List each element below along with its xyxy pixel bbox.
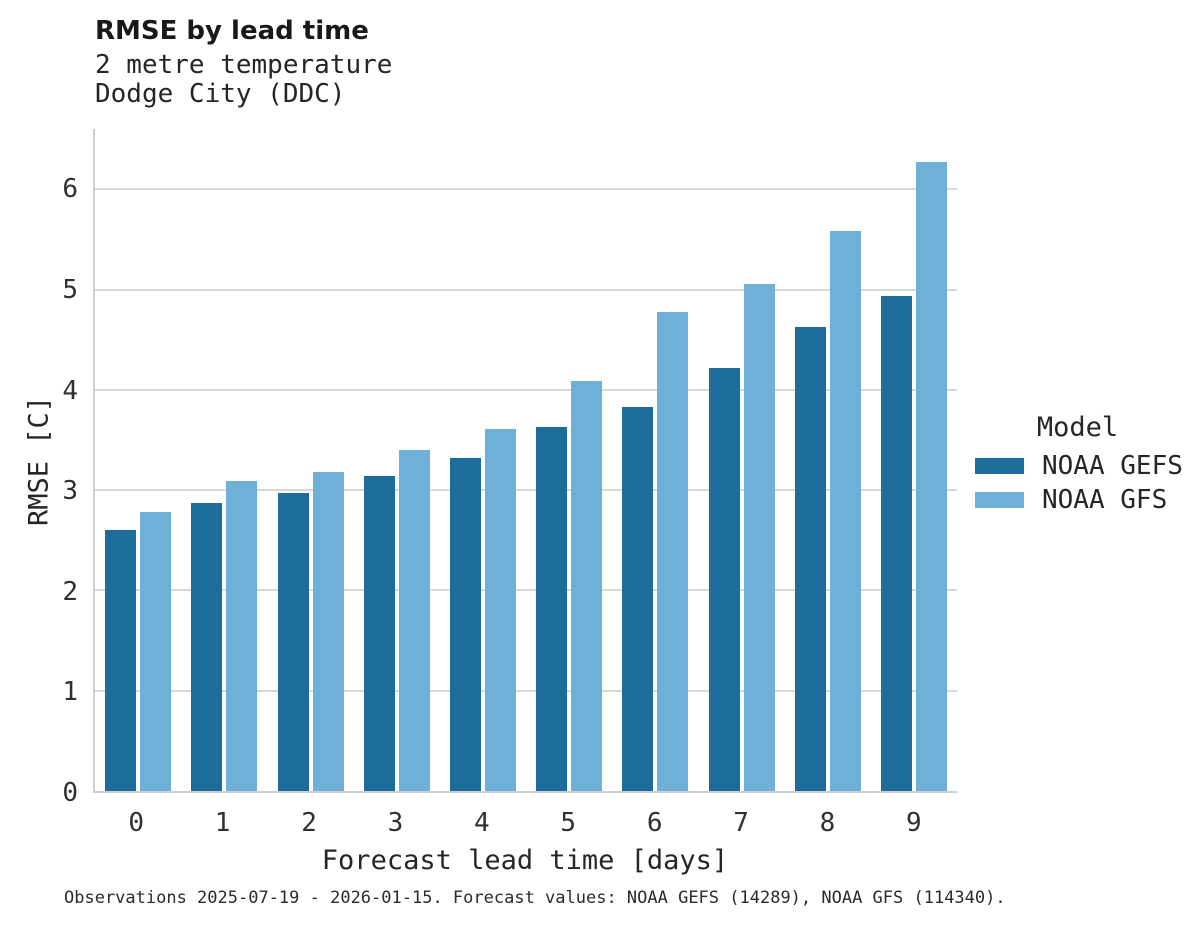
legend-label-noaa-gefs: NOAA GEFS — [1042, 450, 1183, 481]
bar-group-lead-0 — [95, 129, 181, 791]
legend-swatch-noaa-gfs — [975, 491, 1024, 508]
legend-item-noaa-gfs: NOAA GFS — [975, 485, 1180, 515]
gridline-y-6 — [95, 188, 957, 191]
bar-noaa-gfs-lead-4 — [484, 428, 516, 791]
bar-noaa-gfs-lead-5 — [571, 380, 603, 791]
x-tick-label-6: 6 — [646, 808, 663, 838]
bar-noaa-gefs-lead-2 — [277, 493, 309, 791]
y-tick-label-0: 0 — [62, 778, 78, 808]
y-tick-label-3: 3 — [62, 476, 78, 507]
gridlines-layer — [95, 129, 957, 791]
legend-rows: NOAA GEFS NOAA GFS — [975, 451, 1183, 515]
bar-group-lead-8 — [785, 129, 871, 791]
y-tick-label-4: 4 — [62, 375, 78, 406]
bar-noaa-gefs-lead-8 — [794, 326, 826, 791]
bar-noaa-gfs-lead-6 — [657, 311, 689, 791]
bar-noaa-gefs-lead-3 — [363, 476, 395, 791]
bar-noaa-gefs-lead-6 — [622, 406, 654, 791]
bar-noaa-gefs-lead-4 — [449, 458, 481, 791]
bar-group-lead-7 — [698, 129, 784, 791]
bar-group-lead-5 — [526, 129, 612, 791]
chart-subtitle-station: Dodge City (DDC) — [95, 79, 346, 109]
bar-group-lead-1 — [181, 129, 267, 791]
gridline-y-5 — [95, 288, 957, 291]
legend: Model NOAA GEFS NOAA GFS — [975, 412, 1183, 523]
legend-item-noaa-gefs: NOAA GEFS — [975, 451, 1183, 481]
chart-subtitle-variable: 2 metre temperature — [95, 50, 393, 80]
bar-noaa-gefs-lead-7 — [708, 367, 740, 791]
bar-noaa-gfs-lead-9 — [915, 162, 947, 791]
gridline-y-2 — [95, 589, 957, 592]
x-axis-title: Forecast lead time [days] — [321, 845, 729, 876]
bar-noaa-gfs-lead-7 — [743, 284, 775, 791]
caption: Observations 2025-07-19 - 2026-01-15. Fo… — [64, 888, 1006, 908]
y-tick-label-6: 6 — [62, 174, 78, 205]
legend-title: Model — [1036, 412, 1119, 443]
bar-group-lead-6 — [612, 129, 698, 791]
plot-area — [93, 129, 957, 793]
bar-noaa-gefs-lead-9 — [880, 295, 912, 791]
x-tick-label-2: 2 — [301, 808, 317, 838]
y-tick-label-2: 2 — [62, 576, 78, 607]
bar-group-lead-2 — [267, 129, 353, 791]
x-tick-label-8: 8 — [819, 808, 836, 838]
legend-swatch-noaa-gefs — [975, 457, 1024, 474]
gridline-y-4 — [95, 388, 957, 391]
x-tick-label-9: 9 — [906, 808, 922, 838]
bar-group-lead-9 — [871, 129, 957, 791]
gridline-y-1 — [95, 689, 957, 692]
bar-noaa-gfs-lead-8 — [829, 231, 861, 791]
x-tick-label-7: 7 — [733, 808, 749, 838]
x-tick-label-3: 3 — [387, 808, 404, 838]
y-tick-label-1: 1 — [62, 677, 78, 708]
y-tick-label-5: 5 — [62, 274, 78, 305]
bar-noaa-gefs-lead-0 — [105, 530, 137, 791]
bar-noaa-gefs-lead-5 — [536, 426, 568, 791]
legend-label-noaa-gfs: NOAA GFS — [1042, 484, 1168, 515]
x-tick-label-4: 4 — [474, 808, 490, 838]
bar-noaa-gfs-lead-3 — [398, 449, 430, 791]
bar-group-lead-4 — [440, 129, 526, 791]
chart-title: RMSE by lead time — [95, 16, 369, 46]
bar-noaa-gfs-lead-0 — [140, 512, 172, 791]
bar-noaa-gfs-lead-2 — [312, 472, 344, 791]
x-tick-label-1: 1 — [214, 808, 231, 838]
gridline-y-3 — [95, 489, 957, 492]
x-axis-ticks: 0 1 2 3 4 5 6 7 8 9 — [93, 808, 957, 838]
bar-group-lead-3 — [354, 129, 440, 791]
bar-noaa-gefs-lead-1 — [191, 503, 223, 791]
bars-layer — [95, 129, 957, 791]
x-tick-label-5: 5 — [560, 808, 577, 838]
bar-noaa-gfs-lead-1 — [226, 481, 258, 791]
y-axis-ticks: 0 1 2 3 4 5 6 — [0, 129, 78, 806]
x-tick-label-0: 0 — [128, 808, 145, 838]
